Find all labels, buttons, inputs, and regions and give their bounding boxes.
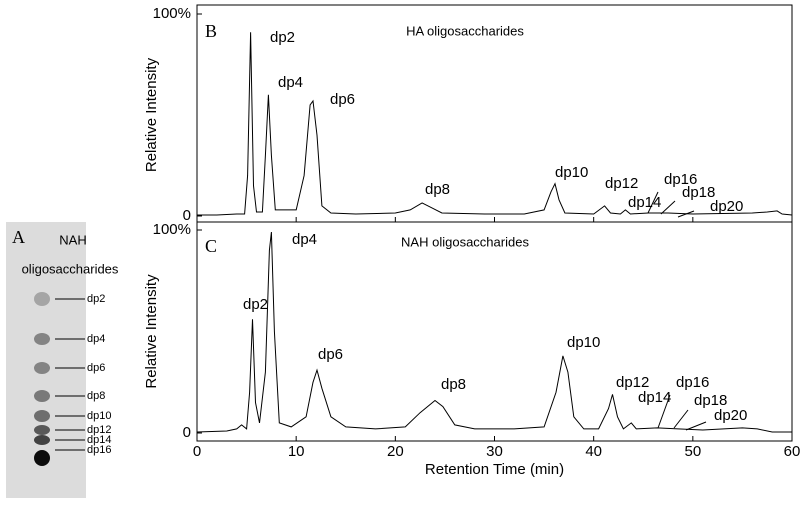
chart-title: NAH oligosaccharides	[401, 234, 529, 249]
peak-label: dp4	[292, 231, 317, 248]
band-label: dp10	[87, 410, 111, 422]
y-tick-label: 100%	[153, 221, 191, 238]
x-tick-label: 10	[288, 443, 305, 460]
gel-band	[34, 292, 50, 306]
x-tick-label: 0	[193, 443, 201, 460]
peak-label: dp20	[714, 407, 747, 424]
gel-band	[34, 362, 50, 374]
peak-label: dp6	[318, 346, 343, 363]
trace	[196, 231, 792, 433]
y-tick-label: 0	[183, 207, 191, 224]
peak-label: dp12	[605, 175, 638, 192]
panel-letter: C	[205, 236, 217, 256]
gel-band	[34, 435, 50, 445]
peak-label: dp2	[243, 296, 268, 313]
peak-label: dp16	[676, 374, 709, 391]
band-label: dp16	[87, 444, 111, 456]
peak-label: dp2	[270, 29, 295, 46]
y-axis-label: Relative Intensity	[143, 57, 160, 172]
x-tick-label: 50	[684, 443, 701, 460]
gel-band	[34, 425, 50, 435]
x-tick-label: 40	[585, 443, 602, 460]
gel-title: oligosaccharides	[22, 261, 119, 276]
y-tick-label: 0	[183, 424, 191, 441]
x-tick-label: 60	[784, 443, 800, 460]
band-label: dp8	[87, 390, 105, 402]
y-axis-label: Relative Intensity	[143, 274, 160, 389]
peak-label: dp10	[555, 164, 588, 181]
band-label: dp4	[87, 333, 105, 345]
trace	[197, 32, 793, 216]
band-label: dp6	[87, 362, 105, 374]
peak-label: dp10	[567, 334, 600, 351]
peak-label: dp4	[278, 74, 303, 91]
peak-label: dp16	[664, 171, 697, 188]
band-label: dp14	[87, 434, 111, 446]
x-tick-label: 30	[486, 443, 503, 460]
x-tick-label: 20	[387, 443, 404, 460]
peak-label: dp14	[628, 194, 661, 211]
band-label: dp12	[87, 424, 111, 436]
gel-band	[34, 390, 50, 402]
panel-letter: B	[205, 21, 217, 41]
band-label: dp2	[87, 293, 105, 305]
arrows	[647, 191, 707, 431]
chart-title: HA oligosaccharides	[406, 23, 524, 38]
peak-label: dp8	[441, 376, 466, 393]
gel-title: NAH	[59, 232, 86, 247]
y-tick-label: 100%	[153, 5, 191, 22]
peak-label: dp8	[425, 181, 450, 198]
gel-band	[34, 450, 50, 466]
peak-label: dp18	[682, 184, 715, 201]
gel-band	[34, 410, 50, 422]
x-axis-label: Retention Time (min)	[425, 461, 564, 478]
peak-label: dp14	[638, 389, 671, 406]
panel-letter: A	[12, 227, 25, 247]
peak-label: dp6	[330, 91, 355, 108]
gel-band	[34, 333, 50, 345]
peak-label: dp18	[694, 392, 727, 409]
peak-label: dp20	[710, 198, 743, 215]
peak-label: dp12	[616, 374, 649, 391]
